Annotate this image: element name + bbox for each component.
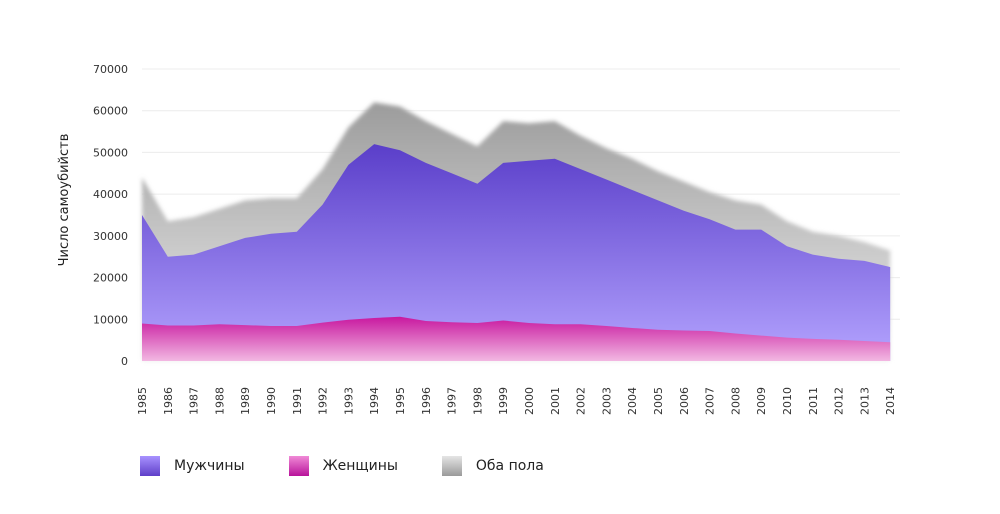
legend-swatch-both: [441, 456, 462, 476]
x-tick-label: 1985: [136, 387, 149, 415]
y-tick-label: 30000: [93, 230, 128, 243]
x-axis: 1985 1986 1987 1988 1989 1990 1991 1992 1993 1994…: [136, 387, 897, 415]
legend-label-women: Женщины: [322, 458, 398, 474]
x-tick-label: 2003: [600, 387, 613, 415]
x-tick-label: 2001: [549, 387, 562, 415]
x-tick-label: 2007: [704, 387, 717, 415]
y-axis-label: Число самоубийств: [57, 134, 72, 267]
x-tick-label: 2000: [523, 387, 536, 415]
x-tick-label: 2012: [833, 387, 846, 415]
x-tick-label: 1993: [342, 387, 355, 415]
y-tick-label: 60000: [93, 105, 128, 118]
x-tick-label: 2011: [807, 387, 820, 415]
x-tick-label: 1999: [497, 387, 510, 415]
y-tick-label: 20000: [93, 272, 128, 285]
legend: Мужчины Женщины Оба пола: [140, 456, 588, 476]
legend-label-men: Мужчины: [174, 458, 245, 474]
x-tick-label: 1986: [162, 387, 175, 415]
x-tick-label: 2009: [755, 387, 768, 415]
legend-label-both: Оба пола: [475, 458, 544, 474]
y-tick-label: 70000: [93, 63, 128, 76]
y-tick-label: 0: [121, 355, 128, 368]
x-tick-label: 2008: [729, 387, 742, 415]
x-tick-label: 1994: [368, 387, 381, 415]
x-tick-label: 1991: [291, 387, 304, 415]
y-tick-label: 50000: [93, 146, 128, 159]
y-axis: 0 10000 20000 30000 40000 50000 60000 70000: [93, 63, 128, 368]
legend-item-men: Мужчины: [140, 456, 245, 476]
x-tick-label: 2005: [652, 387, 665, 415]
legend-item-women: Женщины: [288, 456, 398, 476]
x-tick-label: 1998: [471, 387, 484, 415]
y-tick-label: 10000: [93, 313, 128, 326]
x-tick-label: 2004: [626, 387, 639, 415]
x-tick-label: 1997: [446, 387, 459, 415]
x-tick-label: 2013: [858, 387, 871, 415]
x-tick-label: 1990: [265, 387, 278, 415]
y-tick-label: 40000: [93, 188, 128, 201]
area-women: [142, 316, 891, 361]
x-tick-label: 2006: [678, 387, 691, 415]
x-tick-label: 1996: [420, 387, 433, 415]
x-tick-label: 2010: [781, 387, 794, 415]
legend-swatch-women: [288, 456, 309, 476]
legend-swatch-men: [140, 456, 160, 476]
x-tick-label: 1987: [188, 387, 201, 415]
x-tick-label: 2002: [575, 387, 588, 415]
area-men: [142, 144, 891, 361]
x-tick-label: 1988: [213, 387, 226, 415]
x-tick-label: 1989: [239, 387, 252, 415]
x-tick-label: 1995: [394, 387, 407, 415]
x-tick-label: 2014: [884, 387, 897, 415]
x-tick-label: 1992: [317, 387, 330, 415]
legend-item-both: Оба пола: [441, 456, 544, 476]
plot-areas: [140, 102, 965, 363]
